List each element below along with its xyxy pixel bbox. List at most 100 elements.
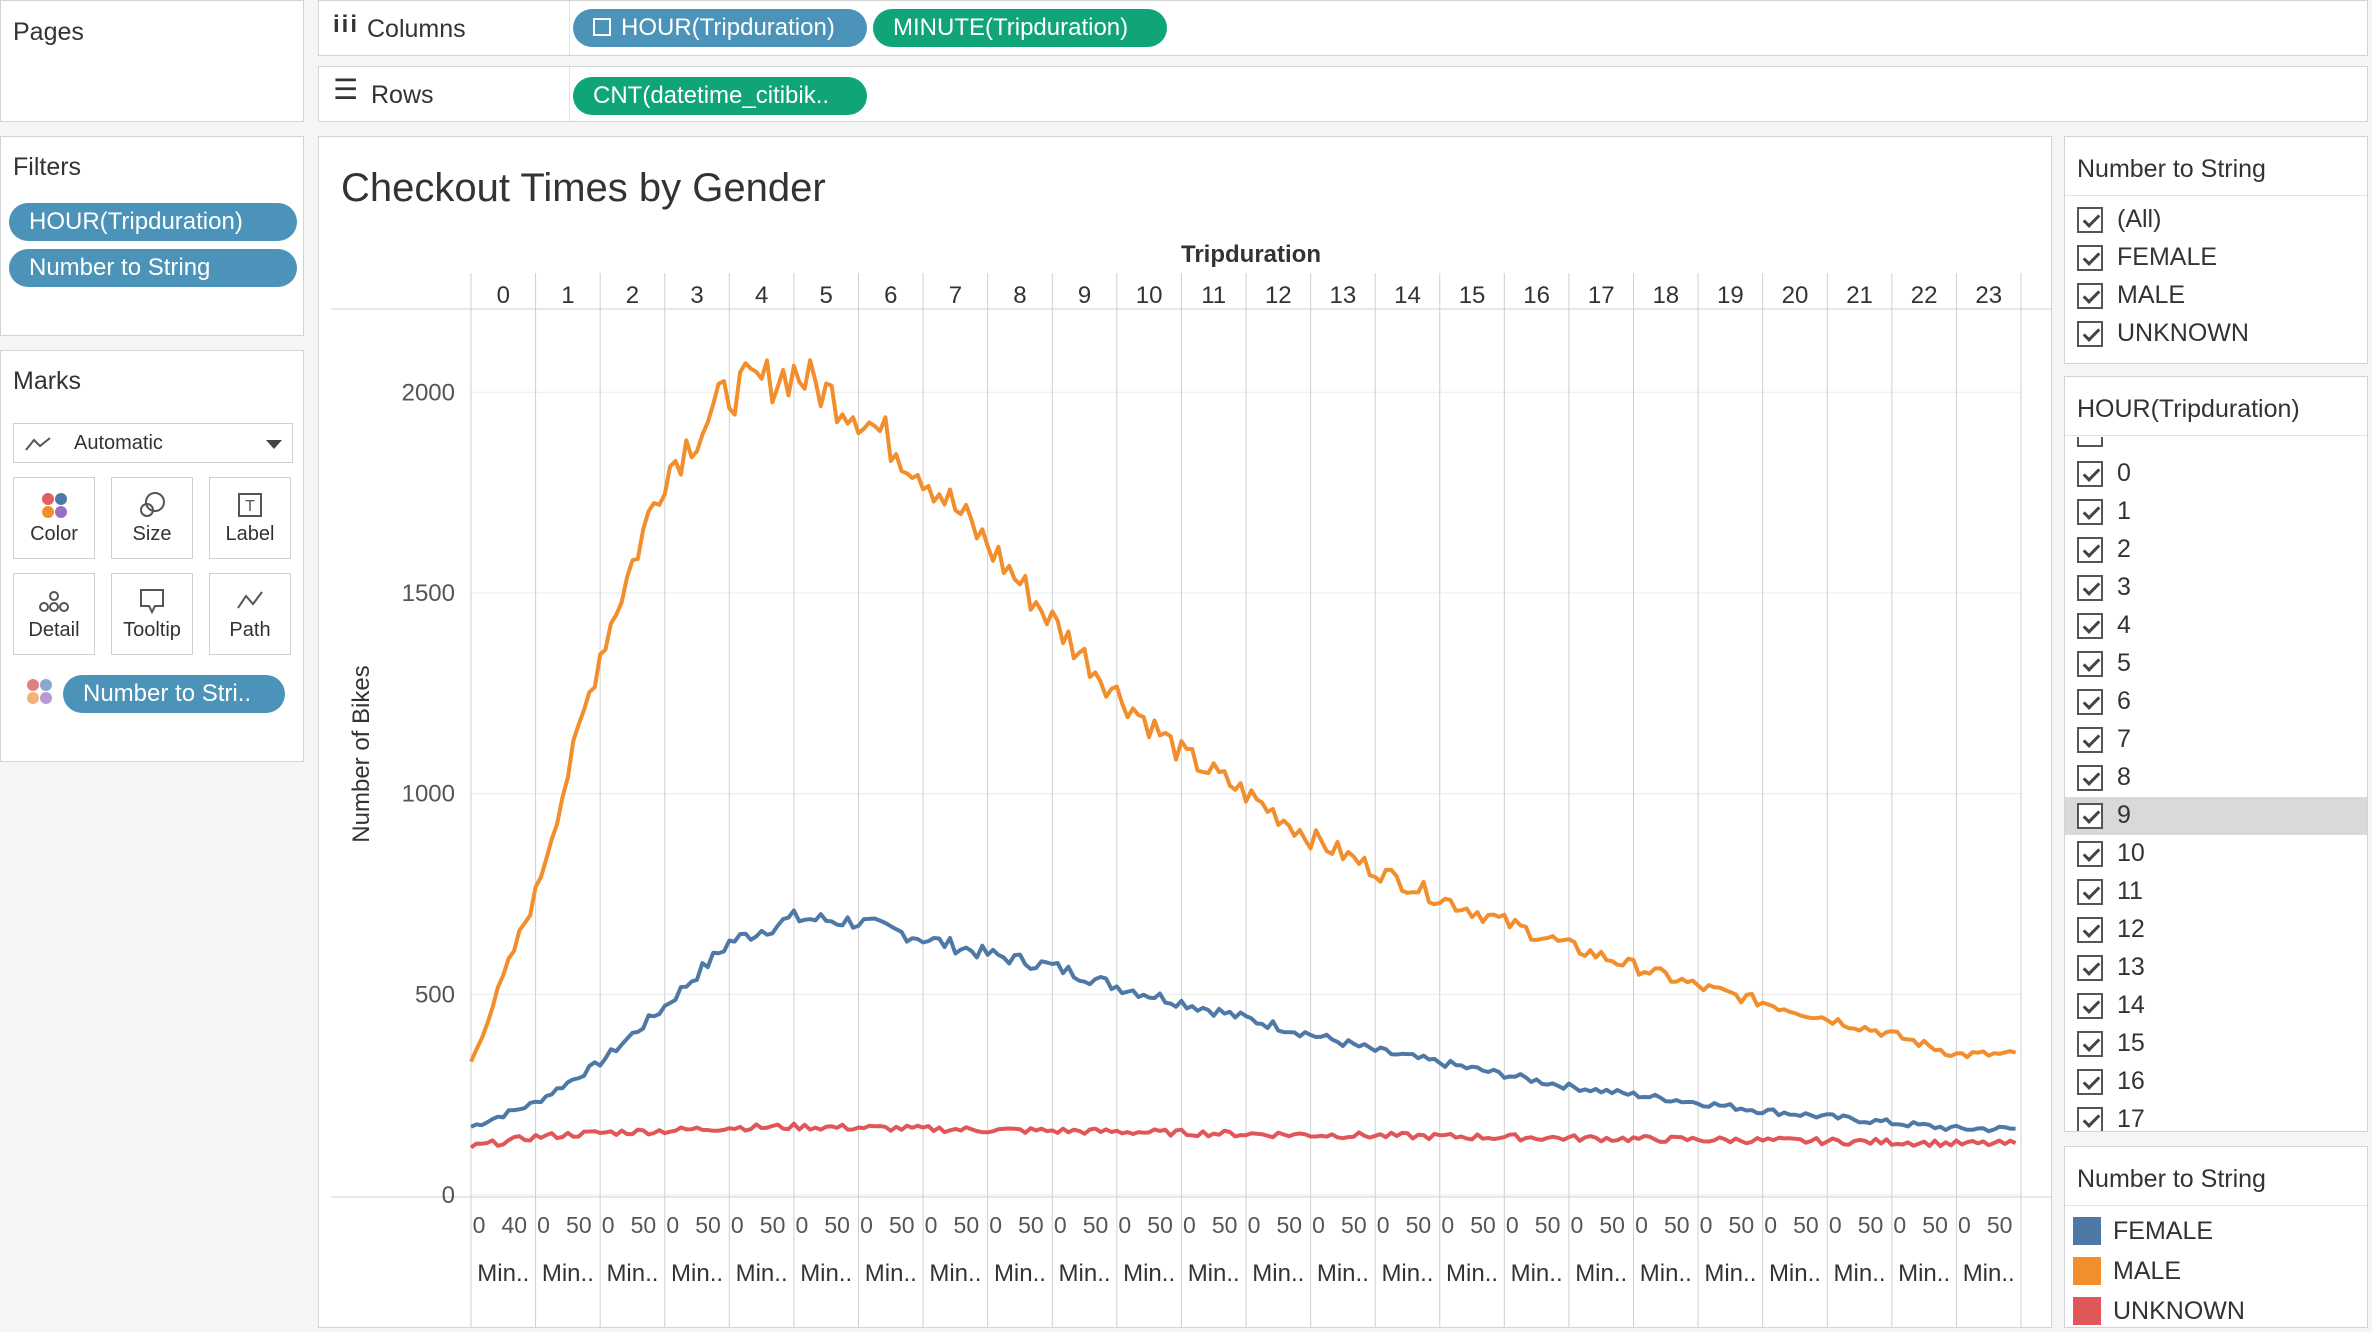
- hour-filter-item-2[interactable]: 2: [2065, 531, 2367, 569]
- hour-filter-item-12[interactable]: 12: [2065, 911, 2367, 949]
- mark-type-dropdown[interactable]: Automatic: [13, 423, 293, 463]
- checkbox[interactable]: [2077, 765, 2103, 791]
- checkbox[interactable]: [2077, 879, 2103, 905]
- gender-filter-item[interactable]: (All): [2065, 201, 2367, 239]
- chart-panel[interactable]: Checkout Times by Gender Tripduration Nu…: [318, 136, 2052, 1328]
- hour-label: 16: [1523, 282, 1550, 309]
- checkbox[interactable]: [2077, 461, 2103, 487]
- path-button[interactable]: Path: [209, 573, 291, 655]
- legend-item-male[interactable]: MALE: [2065, 1251, 2365, 1291]
- checkbox[interactable]: [2077, 841, 2103, 867]
- color-marks-pill[interactable]: Number to Stri..: [63, 675, 285, 713]
- hour-filter-item-label: 11: [2117, 877, 2143, 905]
- hour-filter-item-label: 17: [2117, 1105, 2145, 1131]
- minute-tick-label: 0: [1700, 1212, 1713, 1238]
- collapse-icon: [593, 18, 611, 36]
- tooltip-icon: [112, 586, 192, 616]
- size-button[interactable]: Size: [111, 477, 193, 559]
- checkbox[interactable]: [2077, 613, 2103, 639]
- hour-label: 8: [1013, 282, 1026, 309]
- hour-filter-item-5[interactable]: 5: [2065, 645, 2367, 683]
- minute-tripduration-pill[interactable]: MINUTE(Tripduration): [873, 9, 1167, 47]
- legend-item-female[interactable]: FEMALE: [2065, 1211, 2365, 1251]
- hour-filter-item-11[interactable]: 11: [2065, 873, 2367, 911]
- hour-filter-item-17[interactable]: 17: [2065, 1101, 2367, 1131]
- hour-filter-item-8[interactable]: 8: [2065, 759, 2367, 797]
- hour-filter-item-label: 0: [2117, 459, 2131, 487]
- color-legend-panel[interactable]: Number to String FEMALE MALE UNKNOWN: [2064, 1146, 2368, 1328]
- hour-label: 21: [1846, 282, 1873, 309]
- minute-axis-label: Min..: [606, 1260, 658, 1287]
- hour-label: 6: [884, 282, 897, 309]
- minute-tick-label: 0: [1441, 1212, 1454, 1238]
- minute-axis-label: Min..: [477, 1260, 529, 1287]
- y-tick-label: 500: [415, 981, 455, 1008]
- minute-axis-label: Min..: [865, 1260, 917, 1287]
- minute-tick-label: 0: [796, 1212, 809, 1238]
- checkbox[interactable]: [2077, 955, 2103, 981]
- minute-tick-label: 50: [1341, 1212, 1367, 1238]
- marks-panel[interactable]: Marks Automatic Color Size T Label Detai…: [0, 350, 304, 762]
- tooltip-button[interactable]: Tooltip: [111, 573, 193, 655]
- cnt-datetime-pill[interactable]: CNT(datetime_citibik..: [573, 77, 867, 115]
- checkbox[interactable]: [2077, 321, 2103, 347]
- checkbox[interactable]: [2077, 1031, 2103, 1057]
- hour-filter-item-14[interactable]: 14: [2065, 987, 2367, 1025]
- legend-item-unknown[interactable]: UNKNOWN: [2065, 1291, 2365, 1331]
- hour-filter-item-9[interactable]: 9: [2065, 797, 2367, 835]
- gender-filter-item[interactable]: UNKNOWN: [2065, 315, 2367, 353]
- hour-tripduration-pill[interactable]: HOUR(Tripduration): [573, 9, 867, 47]
- minute-axis-label: Min..: [800, 1260, 852, 1287]
- checkbox[interactable]: [2077, 245, 2103, 271]
- minute-tick-label: 40: [501, 1212, 527, 1238]
- pages-panel[interactable]: Pages: [0, 0, 304, 122]
- checkbox[interactable]: [2077, 1069, 2103, 1095]
- hour-filter-item-3[interactable]: 3: [2065, 569, 2367, 607]
- checkbox[interactable]: [2077, 689, 2103, 715]
- detail-button[interactable]: Detail: [13, 573, 95, 655]
- filter-number-to-string-pill[interactable]: Number to String: [9, 249, 297, 287]
- hour-filter-item-6[interactable]: 6: [2065, 683, 2367, 721]
- checkbox[interactable]: [2077, 283, 2103, 309]
- hour-filter-list[interactable]: 0 1 2 3 4 5 6 7 8 9 10 11 12 13 14 15 16 17: [2065, 437, 2367, 1131]
- gender-filter-item-label: UNKNOWN: [2117, 319, 2249, 347]
- hour-filter-item-7[interactable]: 7: [2065, 721, 2367, 759]
- minute-tick-label: 50: [1406, 1212, 1432, 1238]
- checkbox[interactable]: [2077, 575, 2103, 601]
- minute-tick-label: 0: [537, 1212, 550, 1238]
- chevron-down-icon[interactable]: [266, 440, 282, 449]
- hour-filter-item-13[interactable]: 13: [2065, 949, 2367, 987]
- minute-tick-label: 50: [566, 1212, 592, 1238]
- color-button[interactable]: Color: [13, 477, 95, 559]
- checkbox[interactable]: [2077, 803, 2103, 829]
- label-button[interactable]: T Label: [209, 477, 291, 559]
- checkbox[interactable]: [2077, 917, 2103, 943]
- hour-filter-item-4[interactable]: 4: [2065, 607, 2367, 645]
- filters-title: Filters: [13, 153, 82, 181]
- hour-filter-item-16[interactable]: 16: [2065, 1063, 2367, 1101]
- hour-filter-item-15[interactable]: 15: [2065, 1025, 2367, 1063]
- minute-tick-label: 0: [1571, 1212, 1584, 1238]
- checkbox[interactable]: [2077, 727, 2103, 753]
- minute-tick-label: 0: [1958, 1212, 1971, 1238]
- gender-filter-item[interactable]: MALE: [2065, 277, 2367, 315]
- gender-filter-panel[interactable]: Number to String (All) FEMALE MALE UNKNO…: [2064, 136, 2368, 364]
- rows-shelf[interactable]: ☰ Rows CNT(datetime_citibik..: [318, 66, 2368, 122]
- checkbox[interactable]: [2077, 537, 2103, 563]
- checkbox[interactable]: [2077, 1107, 2103, 1131]
- gender-filter-item[interactable]: FEMALE: [2065, 239, 2367, 277]
- minute-tick-label: 50: [1922, 1212, 1948, 1238]
- hour-filter-item-0[interactable]: 0: [2065, 455, 2367, 493]
- pages-title: Pages: [13, 18, 84, 46]
- minute-tick-label: 0: [473, 1212, 486, 1238]
- hour-filter-item-10[interactable]: 10: [2065, 835, 2367, 873]
- checkbox[interactable]: [2077, 499, 2103, 525]
- hour-filter-panel[interactable]: HOUR(Tripduration) 0 1 2 3 4 5 6 7 8 9 10 11 12 13 14 1…: [2064, 376, 2368, 1132]
- filter-hour-pill[interactable]: HOUR(Tripduration): [9, 203, 297, 241]
- checkbox[interactable]: [2077, 651, 2103, 677]
- checkbox[interactable]: [2077, 207, 2103, 233]
- hour-filter-item-1[interactable]: 1: [2065, 493, 2367, 531]
- columns-shelf[interactable]: iii Columns HOUR(Tripduration) MINUTE(Tr…: [318, 0, 2368, 56]
- checkbox[interactable]: [2077, 993, 2103, 1019]
- filters-panel[interactable]: Filters HOUR(Tripduration) Number to Str…: [0, 136, 304, 336]
